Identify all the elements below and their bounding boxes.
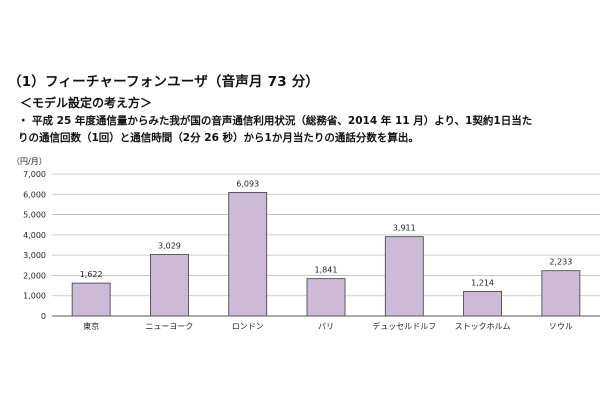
y-tick-label: 0 bbox=[41, 312, 46, 321]
gridlines bbox=[52, 173, 600, 297]
y-tick-label: 4,000 bbox=[23, 231, 46, 240]
bar bbox=[228, 191, 268, 317]
note-bullet: ・ bbox=[18, 115, 29, 127]
bar bbox=[306, 278, 346, 317]
bar bbox=[150, 254, 189, 317]
y-tick-label: 3,000 bbox=[23, 251, 46, 260]
x-axis-categories: 東京 ニューヨーク ロンドン パリ デュッセルドルフ ストックホルム ソウル bbox=[83, 321, 573, 331]
bar-value-label: 1,622 bbox=[80, 270, 103, 279]
bar-value-label: 3,911 bbox=[393, 224, 416, 233]
y-tick-label: 2,000 bbox=[23, 271, 46, 280]
model-assumption-note: ・ 平成 25 年度通信量からみた我が国の音声通信利用状況（総務省、2014 年… bbox=[18, 113, 598, 147]
bar-value-label: 1,841 bbox=[315, 266, 338, 275]
bars bbox=[71, 191, 581, 317]
y-tick-label: 6,000 bbox=[23, 190, 46, 199]
bar-value-label: 2,233 bbox=[549, 258, 572, 267]
bar bbox=[463, 290, 502, 317]
y-tick-label: 1,000 bbox=[23, 292, 46, 301]
y-axis-ticks: 0 1,000 2,000 3,000 4,000 5,000 6,000 7,000 bbox=[23, 170, 46, 321]
y-tick-label: 7,000 bbox=[23, 170, 46, 179]
y-tick-label: 5,000 bbox=[23, 211, 46, 220]
x-category-label: ニューヨーク bbox=[145, 322, 193, 331]
x-category-label: デュッセルドルフ bbox=[372, 321, 436, 331]
bar-value-label: 6,093 bbox=[236, 179, 259, 188]
model-assumption-heading: ＜モデル設定の考え方＞ bbox=[20, 96, 153, 110]
note-line-2: りの通信回数（1回）と通信時間（2分 26 秒）から1か月当たりの通話分数を算出… bbox=[18, 132, 419, 144]
bar-value-label: 1,214 bbox=[471, 278, 494, 287]
x-category-label: パリ bbox=[318, 322, 334, 331]
bar bbox=[541, 270, 581, 317]
x-category-label: 東京 bbox=[83, 321, 99, 331]
section-title: （1）フィーチャーフォンユーザ（音声月 73 分） bbox=[8, 74, 320, 90]
bar-value-labels: 1,622 3,029 6,093 1,841 3,911 1,214 2,233 bbox=[80, 179, 573, 287]
bar bbox=[384, 236, 424, 317]
bar bbox=[71, 282, 111, 317]
x-category-label: ストックホルム bbox=[455, 322, 511, 331]
note-line-1: 平成 25 年度通信量からみた我が国の音声通信利用状況（総務省、2014 年 1… bbox=[32, 115, 533, 127]
y-axis-unit-label: （円/月） bbox=[12, 157, 47, 166]
x-category-label: ソウル bbox=[549, 322, 573, 331]
monthly-charge-bar-chart: （円/月） 0 1,000 2,000 3,000 4,000 5,000 6,000 7,0… bbox=[12, 157, 600, 331]
x-category-label: ロンドン bbox=[232, 322, 264, 331]
bar-value-label: 3,029 bbox=[158, 242, 181, 251]
